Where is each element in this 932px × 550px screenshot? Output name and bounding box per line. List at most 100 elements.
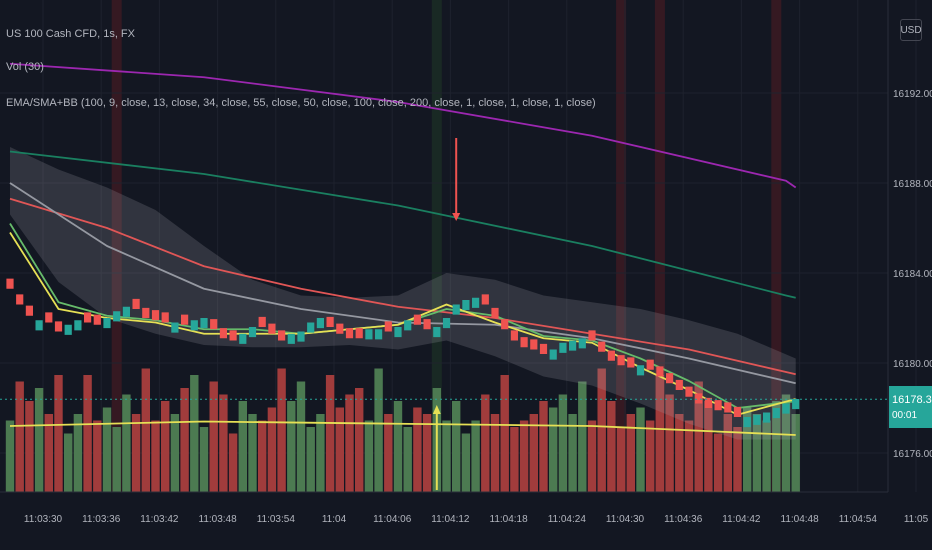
volume-bar [384,414,393,492]
volume-bar [704,401,713,492]
volume-bar [335,407,344,492]
candle [607,350,615,361]
x-tick-label: 11:05 [904,514,929,525]
candle [549,349,557,360]
candle [365,329,373,340]
volume-bar [73,414,83,492]
volume-bar [519,420,529,492]
candle [345,328,354,339]
candle [598,341,606,352]
candle [646,359,654,370]
sell-signal-arrowhead [452,213,461,221]
volume-bar [122,394,131,492]
symbol-legend[interactable]: US 100 Cash CFD, 1s, FX [6,28,135,40]
candle [714,400,722,411]
candle [287,333,295,344]
volume-bar [161,401,170,492]
volume-bar [646,420,655,492]
bar-countdown: 00:01 [892,410,918,421]
candle [704,397,712,408]
candle [733,406,742,417]
candle [636,365,645,376]
candle [210,319,218,330]
volume-bar [471,420,480,492]
x-tick-label: 11:03:36 [82,514,121,525]
candle [229,330,237,341]
ma-line [9,182,796,385]
volume-bar [752,414,762,492]
candle [316,318,324,329]
candle [25,305,33,316]
candle [16,294,24,305]
candle [394,327,402,338]
volume-bar [64,433,73,492]
candle [675,379,683,390]
candle [617,355,625,366]
x-tick-label: 11:04 [322,514,347,525]
volume-bar [568,414,577,492]
volume-bar [626,414,635,492]
candle [239,333,247,344]
candle [74,320,82,331]
volume-bar [781,394,791,492]
volume-legend[interactable]: Vol (30) [6,61,44,73]
highlight-bar [654,0,665,492]
volume-bar [636,407,645,492]
volume-bar [306,427,315,492]
x-tick-label: 11:04:54 [839,514,878,525]
highlight-bar [431,0,442,492]
candle [413,314,421,325]
volume-bar [345,394,354,492]
x-tick-label: 11:04:12 [431,514,470,525]
candle [685,386,693,397]
ma-line [9,420,796,436]
candle [588,330,596,341]
candle [695,393,703,404]
volume-bar [44,414,53,492]
candle [433,327,441,338]
candle [268,323,276,334]
volume-bar [219,394,228,492]
volume-bar [112,427,121,492]
volume-bar [199,427,209,492]
candle [113,311,121,322]
last-price-value: 16178.39 [892,394,932,406]
volume-bar [170,414,180,492]
volume-bar [694,381,703,492]
volume-bar [83,375,92,492]
candle [481,294,489,305]
candle [520,337,528,348]
candle [539,343,548,354]
x-tick-label: 11:04:06 [373,514,412,525]
highlight-bar [111,0,122,492]
y-tick-label: 16188.00 [893,179,932,190]
candle [190,320,198,331]
candle [569,340,577,351]
candle [656,366,664,377]
volume-bar [490,414,500,492]
volume-bar [5,420,15,492]
volume-bar [529,414,538,492]
volume-bar [267,407,277,492]
indicator-legend[interactable]: EMA/SMA+BB (100, 9, close, 13, close, 34… [6,97,596,109]
volume-bar [209,381,218,492]
volume-bar [713,433,723,492]
volume-bar [151,420,160,492]
candle [404,320,412,331]
volume-bar [413,407,422,492]
ma-line [9,197,796,376]
volume-bar [655,375,665,492]
currency-button[interactable]: USD [900,19,922,41]
x-tick-label: 11:04:24 [548,514,587,525]
candle [666,373,674,384]
candle [248,327,257,338]
x-tick-label: 11:04:18 [490,514,529,525]
candle [753,414,761,425]
volume-bar [607,401,616,492]
candle [103,318,111,329]
volume-bar [461,433,471,492]
candle [452,304,460,315]
volume-bar [34,388,44,492]
volume-bar [93,420,102,492]
